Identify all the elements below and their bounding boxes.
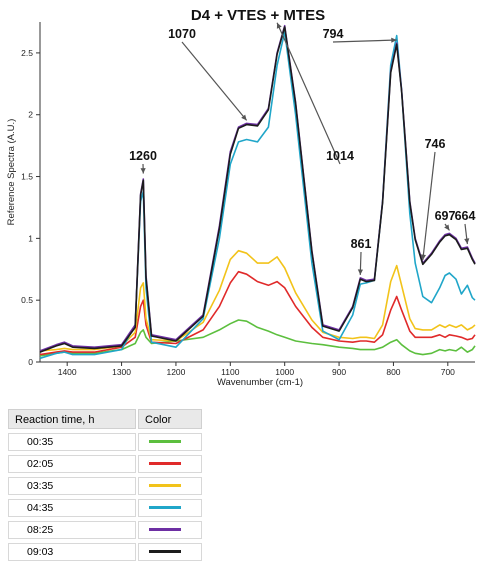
legend-row: 03:35 [8, 476, 202, 496]
annotation-arrowhead [141, 168, 146, 173]
legend-color-cell [138, 499, 202, 517]
annotation-label: 697 [435, 209, 456, 223]
spectra-chart: D4 + VTES + MTES Reference Spectra (A.U.… [0, 0, 483, 395]
legend-color-cell [138, 477, 202, 495]
series-line-09-03 [40, 27, 475, 352]
legend-swatch [149, 528, 181, 531]
legend-color-cell [138, 543, 202, 561]
legend-header: Reaction time, h Color [8, 408, 202, 430]
legend-row: 02:05 [8, 454, 202, 474]
annotation-label: 861 [351, 237, 372, 251]
chart-title: D4 + VTES + MTES [191, 7, 325, 24]
x-tick-label: 900 [332, 367, 346, 377]
x-tick-label: 1000 [275, 367, 294, 377]
series-line-03-35 [40, 251, 475, 351]
legend-row: 08:25 [8, 520, 202, 540]
y-tick-label: 1 [28, 233, 33, 243]
legend-color-cell [138, 521, 202, 539]
annotation-label: 664 [455, 209, 476, 223]
legend-table: Reaction time, h Color 00:35 02:05 03:35 04… [8, 408, 202, 562]
series-line-02-05 [40, 272, 475, 355]
annotation-arrow [182, 42, 247, 120]
legend-swatch [149, 550, 181, 553]
legend-time: 04:35 [8, 499, 136, 517]
annotation-label: 746 [425, 137, 446, 151]
x-tick-label: 1300 [112, 367, 131, 377]
x-tick-label: 700 [441, 367, 455, 377]
annotation-label: 1260 [129, 149, 157, 163]
y-tick-label: 2 [28, 110, 33, 120]
legend-header-color: Color [138, 409, 202, 429]
x-tick-label: 1100 [221, 367, 240, 377]
y-tick-label: 0.5 [21, 295, 33, 305]
x-tick-label: 800 [386, 367, 400, 377]
series-line-08-25 [40, 26, 475, 351]
annotation-arrow [423, 152, 435, 260]
annotation-arrowhead [444, 225, 449, 231]
annotation-arrowhead [358, 269, 363, 275]
annotation-arrow [277, 23, 340, 164]
legend-color-cell [138, 433, 202, 451]
legend-swatch [149, 462, 181, 465]
annotation-label: 794 [323, 27, 344, 41]
legend-time: 00:35 [8, 433, 136, 451]
legend-row: 04:35 [8, 498, 202, 518]
legend-row: 09:03 [8, 542, 202, 562]
legend-color-cell [138, 455, 202, 473]
y-axis-label: Reference Spectra (A.U.) [6, 119, 17, 226]
y-tick-label: 1.5 [21, 172, 33, 182]
x-tick-label: 1400 [58, 367, 77, 377]
legend-time: 02:05 [8, 455, 136, 473]
series-lines [40, 26, 475, 359]
legend-time: 09:03 [8, 543, 136, 561]
legend-time: 03:35 [8, 477, 136, 495]
legend-swatch [149, 506, 181, 509]
legend-swatch [149, 440, 181, 443]
y-tick-label: 0 [28, 357, 33, 367]
y-tick-label: 2.5 [21, 48, 33, 58]
x-tick-label: 1200 [166, 367, 185, 377]
legend-swatch [149, 484, 181, 487]
annotation-label: 1014 [326, 149, 354, 163]
legend-time: 08:25 [8, 521, 136, 539]
legend-header-time: Reaction time, h [8, 409, 136, 429]
annotation-label: 1070 [168, 27, 196, 41]
legend-rows: 00:35 02:05 03:35 04:35 08:25 09:03 [8, 432, 202, 562]
legend-row: 00:35 [8, 432, 202, 452]
x-axis-label: Wavenumber (cm-1) [217, 377, 303, 388]
